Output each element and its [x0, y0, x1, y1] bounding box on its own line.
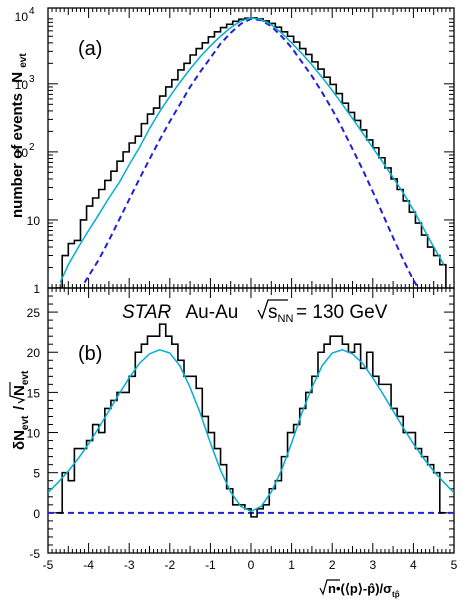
- y-tick-base: 10: [15, 146, 29, 160]
- panel-b-plot-area: [48, 323, 454, 518]
- xlabel-sqrt-sign: [319, 579, 340, 596]
- panel-b-y-tick-label: 0: [33, 507, 40, 521]
- y-tick-base: 1: [33, 282, 40, 296]
- panel-b-x-tick-label: 4: [410, 558, 417, 572]
- panel-b-y-tick-label: 5: [33, 467, 40, 481]
- svg-text:Nevt: Nevt: [11, 370, 31, 396]
- panel-b-ylabel-slash: /: [11, 405, 28, 410]
- panel-a-y-tick-label: 10: [27, 214, 41, 228]
- panel-b-ylabel: δNevt / Nevt: [9, 370, 31, 450]
- xlabel-sub-t: t: [392, 590, 395, 599]
- panel-b-histogram: [56, 323, 446, 518]
- panel-a-y-tick-label: 1: [33, 282, 40, 296]
- panel-a-ylabel-sub: evt: [18, 53, 29, 68]
- panel-a-y-tick-label: 104: [15, 6, 35, 24]
- title-energy-value: = 130 GeV: [296, 302, 388, 323]
- panel-b-x-tick-label: -1: [205, 558, 216, 572]
- panel-b-y-tick-label: 25: [27, 306, 41, 320]
- panel-b: STAR Au-Au sNN = 130 GeV (b) δNevt / Nev…: [9, 287, 458, 599]
- title-energy: sNN = 130 GeV: [257, 299, 388, 325]
- title-system: Au-Au: [186, 302, 239, 323]
- panel-b-tick-labels: -5 0 5 10 15 20 25 -5 -4 -3 -2 -1 0 1 2 3 4 5: [27, 306, 458, 572]
- panel-a-fit-curve: [59, 17, 445, 283]
- panel-b-title: STAR Au-Au: [122, 302, 238, 323]
- panel-a-plot-area: [56, 17, 447, 288]
- panel-b-x-tick-label: -5: [43, 558, 54, 572]
- y-tick-base: 10: [27, 214, 41, 228]
- panel-b-label: (b): [78, 343, 102, 365]
- panel-a-ylabel: number of events N evt: [9, 53, 29, 218]
- y-tick-exponent: 2: [29, 142, 35, 153]
- title-energy-sqrt-sign: [257, 299, 288, 320]
- panel-b-fit-curve: [48, 349, 454, 513]
- panel-b-y-tick-label: -5: [29, 547, 40, 561]
- panel-a-histogram: [56, 17, 447, 288]
- panel-b-x-tick-label: 2: [329, 558, 336, 572]
- panel-b-ticks: [47, 288, 455, 554]
- panel-b-x-tick-label: -2: [164, 558, 175, 572]
- panel-b-x-tick-label: 5: [451, 558, 458, 572]
- panel-a-label: (a): [78, 38, 102, 60]
- panel-a-ylabel-main: number of events: [9, 93, 26, 218]
- panel-a-frame: [47, 7, 455, 289]
- panel-b-ylabel-den-sub: evt: [20, 370, 31, 385]
- y-tick-base: 10: [15, 10, 29, 24]
- panel-b-y-tick-label: 15: [27, 386, 41, 400]
- y-tick-exponent: 3: [29, 74, 35, 85]
- panel-a-ticks: [47, 8, 455, 289]
- y-tick-base: 10: [15, 78, 29, 92]
- panel-b-x-tick-label: -4: [83, 558, 94, 572]
- xlabel-prefix: n: [328, 581, 336, 596]
- y-tick-exponent: 4: [29, 6, 35, 17]
- panel-a-y-tick-label: 102: [15, 142, 35, 160]
- xlabel-body: •(⟨p⟩-p̂)/σ: [336, 581, 392, 596]
- panel-b-y-tick-label: 20: [27, 346, 41, 360]
- panel-b-ylabel-symbol: δN: [11, 430, 28, 450]
- panel-b-x-tick-label: 3: [369, 558, 376, 572]
- panel-b-y-tick-label: 10: [27, 427, 41, 441]
- panel-b-ylabel-den-symbol: N: [11, 385, 28, 396]
- xlabel-sub-p: p̂: [395, 590, 400, 599]
- title-energy-sub: NN: [278, 313, 294, 325]
- svg-text:n•(⟨p⟩-p̂)/σtp̂: n•(⟨p⟩-p̂)/σtp̂: [328, 581, 400, 599]
- panel-b-series: [48, 323, 454, 518]
- svg-text:δNevt: δNevt: [11, 415, 31, 450]
- panel-b-x-tick-label: 1: [288, 558, 295, 572]
- panel-a-y-tick-label: 103: [15, 74, 35, 92]
- title-energy-symbol: sNN: [268, 302, 293, 325]
- panel-b-xlabel: n•(⟨p⟩-p̂)/σtp̂: [319, 579, 400, 599]
- title-experiment: STAR: [122, 302, 172, 323]
- panel-a-series: [56, 17, 447, 288]
- panel-a-ylabel-symbol: N: [9, 72, 26, 83]
- panel-a-dashed-curve: [83, 17, 424, 288]
- panel-b-ylabel-sub: evt: [20, 415, 31, 430]
- panel-b-ylabel-sqrt-sign: [9, 382, 26, 404]
- panel-b-x-tick-label: -3: [124, 558, 135, 572]
- panel-b-x-tick-label: 0: [248, 558, 255, 572]
